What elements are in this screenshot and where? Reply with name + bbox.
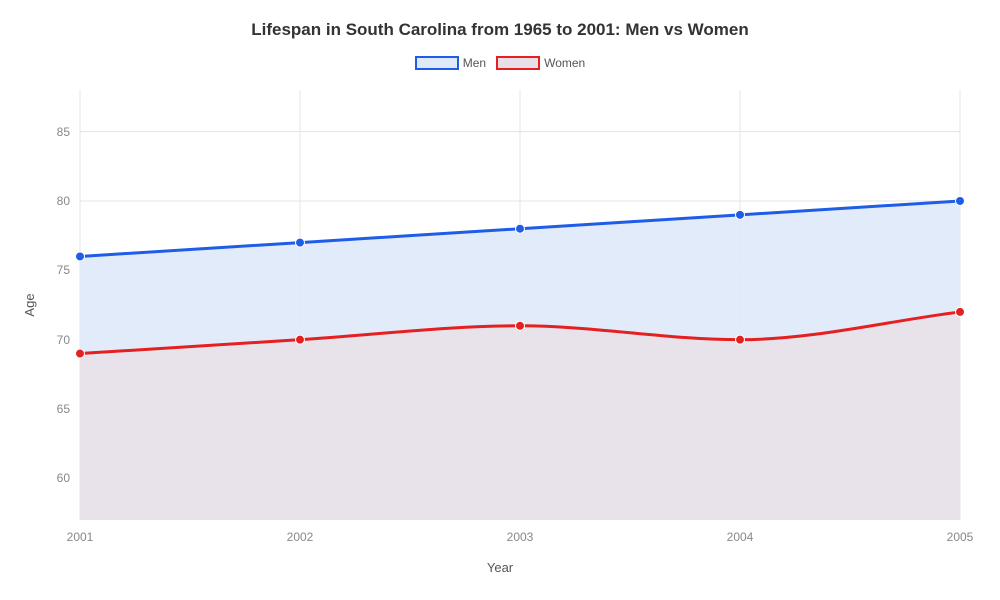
x-tick-label: 2001 (67, 530, 94, 544)
x-tick-label: 2002 (287, 530, 314, 544)
y-tick-label: 60 (57, 471, 70, 485)
plot-area (80, 90, 960, 520)
legend-swatch-women (496, 56, 540, 70)
y-tick-label: 75 (57, 263, 70, 277)
chart-title: Lifespan in South Carolina from 1965 to … (0, 20, 1000, 40)
x-tick-label: 2003 (507, 530, 534, 544)
data-point (516, 224, 525, 233)
chart-container: Lifespan in South Carolina from 1965 to … (0, 0, 1000, 600)
data-point (76, 252, 85, 261)
data-point (76, 349, 85, 358)
y-tick-label: 80 (57, 194, 70, 208)
y-tick-label: 65 (57, 402, 70, 416)
plot-svg (80, 90, 960, 520)
data-point (736, 335, 745, 344)
legend-label-women: Women (544, 56, 585, 70)
legend: Men Women (0, 56, 1000, 70)
data-point (736, 210, 745, 219)
data-point (516, 321, 525, 330)
x-axis-label: Year (487, 560, 513, 575)
y-tick-label: 85 (57, 125, 70, 139)
data-point (956, 307, 965, 316)
data-point (956, 196, 965, 205)
data-point (296, 238, 305, 247)
legend-label-men: Men (463, 56, 486, 70)
x-tick-label: 2005 (947, 530, 974, 544)
y-tick-label: 70 (57, 333, 70, 347)
y-axis-label: Age (22, 293, 37, 316)
x-tick-label: 2004 (727, 530, 754, 544)
legend-item-women: Women (496, 56, 585, 70)
data-point (296, 335, 305, 344)
legend-item-men: Men (415, 56, 486, 70)
legend-swatch-men (415, 56, 459, 70)
